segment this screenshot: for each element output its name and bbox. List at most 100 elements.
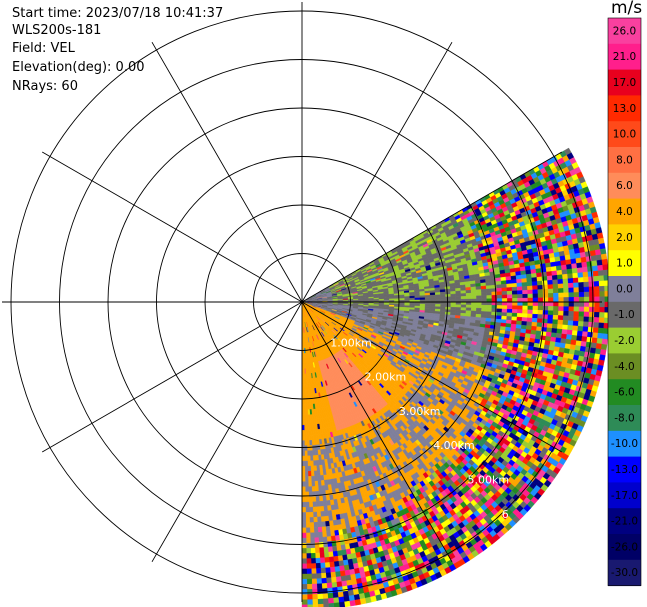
data-gate: [568, 282, 574, 289]
data-gate: [537, 301, 544, 307]
data-gate: [583, 306, 590, 313]
data-gate: [435, 296, 441, 300]
data-gate: [552, 319, 559, 325]
data-gate: [592, 327, 599, 334]
data-gate: [548, 297, 554, 303]
data-gate: [485, 285, 492, 290]
data-gate: [542, 293, 549, 298]
data-gate: [571, 267, 578, 274]
data-gate: [517, 297, 523, 303]
data-gate: [553, 306, 559, 312]
data-gate: [587, 266, 594, 273]
data-gate: [547, 310, 554, 316]
data-gate: [593, 286, 600, 292]
data-gate: [599, 312, 605, 319]
data-gate: [486, 301, 493, 306]
data-gate: [581, 266, 589, 273]
data-gate: [553, 301, 559, 307]
data-gate: [515, 274, 522, 280]
data-gate: [419, 297, 426, 301]
data-gate: [440, 296, 446, 300]
data-gate: [476, 292, 482, 297]
data-gate: [527, 301, 534, 307]
data-gate: [597, 264, 604, 272]
data-gate: [486, 308, 493, 313]
data-gate: [470, 292, 477, 297]
data-gate: [598, 322, 605, 329]
data-gate: [580, 256, 587, 263]
data-gate: [592, 270, 599, 277]
data-gate: [501, 301, 508, 306]
data-gate: [465, 304, 472, 309]
data-gate: [581, 261, 588, 268]
data-gate: [596, 259, 603, 266]
data-gate: [537, 310, 544, 315]
data-gate: [563, 292, 570, 298]
data-gate: [591, 337, 598, 344]
data-gate: [542, 288, 549, 294]
data-gate: [584, 296, 590, 303]
data-gate: [521, 317, 528, 322]
data-gate: [568, 287, 575, 293]
data-gate: [516, 278, 523, 284]
data-gate: [527, 309, 534, 315]
data-gate: [573, 287, 580, 293]
data-gate: [409, 297, 416, 301]
data-gate: [476, 298, 482, 303]
data-gate: [501, 305, 508, 310]
data-gate: [481, 292, 487, 296]
data-gate: [562, 315, 569, 321]
data-gate: [511, 282, 518, 288]
data-gate: [522, 293, 529, 299]
data-gate: [532, 297, 539, 303]
data-gate: [547, 284, 554, 290]
data-gate: [543, 301, 549, 307]
data-gate: [527, 289, 534, 295]
data-gate: [496, 287, 503, 293]
data-gate: [567, 278, 574, 284]
data-gate: [597, 270, 604, 277]
data-gate: [506, 312, 513, 317]
data-gate: [516, 313, 523, 318]
data-gate: [561, 269, 568, 275]
data-gate: [573, 292, 580, 298]
data-gate: [600, 248, 607, 255]
data-gate: [589, 301, 595, 308]
data-gate: [562, 324, 569, 331]
data-gate: [546, 327, 553, 333]
data-gate: [424, 295, 431, 298]
data-gate: [512, 305, 518, 310]
data-gate: [522, 297, 529, 303]
data-gate: [517, 301, 523, 307]
data-gate: [460, 290, 467, 294]
data-gate: [578, 306, 585, 313]
data-gate: [471, 298, 477, 303]
data-gate: [599, 306, 606, 313]
data-gate: [590, 342, 598, 349]
data-gate: [424, 297, 431, 301]
data-gate: [481, 304, 487, 309]
data-gate: [511, 279, 517, 284]
data-gate: [566, 263, 573, 270]
data-gate: [583, 281, 590, 288]
data-gate: [566, 329, 573, 336]
data-gate: [571, 263, 578, 270]
data-gate: [496, 301, 503, 306]
data-gate: [481, 295, 487, 300]
data-gate: [563, 287, 569, 294]
data-gate: [521, 321, 528, 326]
data-gate: [532, 301, 539, 307]
data-gate: [568, 306, 575, 312]
data-gate: [486, 311, 492, 316]
data-gate: [568, 297, 575, 303]
data-gate: [506, 308, 513, 314]
data-gate: [460, 307, 467, 311]
data-gate: [531, 272, 538, 279]
data-gate: [555, 265, 563, 271]
data-gate: [536, 276, 543, 282]
data-gate: [577, 272, 584, 279]
data-gate: [589, 291, 595, 298]
data-gate: [465, 307, 472, 312]
data-gate: [535, 268, 542, 274]
data-gate: [532, 313, 539, 319]
